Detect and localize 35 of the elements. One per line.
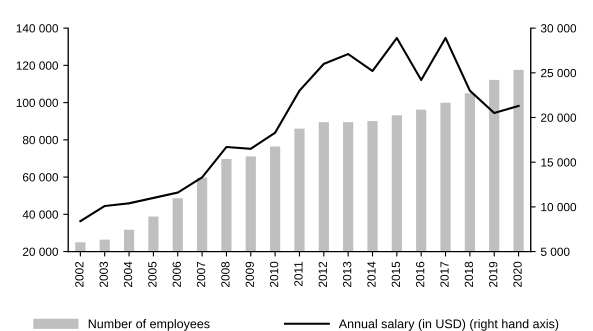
x-tick-label: 2003 bbox=[100, 262, 108, 287]
x-tick-label: 2006 bbox=[172, 262, 181, 287]
x-tick-label: 2020 bbox=[513, 262, 522, 287]
x-tick-label: 2016 bbox=[416, 262, 424, 287]
y2-tick-label: 5 000 bbox=[540, 248, 570, 256]
x-tick-label: 2002 bbox=[75, 262, 84, 287]
x-tick-label: 2018 bbox=[464, 262, 474, 287]
x-tick-label: 2013 bbox=[342, 262, 352, 287]
y-tick-label: 60 000 bbox=[22, 173, 58, 182]
x-tick-label: 2004 bbox=[124, 262, 132, 287]
x-tick-label: 2012 bbox=[318, 262, 327, 287]
legend-label: Annual salary (in USD) (right hand axis) bbox=[338, 319, 558, 331]
x-tick-label: 2011 bbox=[294, 262, 303, 286]
y-tick-label: 120 000 bbox=[16, 61, 58, 70]
x-tick-label: 2010 bbox=[270, 262, 278, 287]
x-tick-label: 2009 bbox=[246, 262, 254, 287]
x-tick-label: 2017 bbox=[440, 262, 449, 287]
y2-tick-label: 25 000 bbox=[541, 68, 576, 78]
y-tick-label: 20 000 bbox=[22, 248, 58, 256]
y2-tick-label: 15 000 bbox=[541, 158, 576, 167]
y-tick-label: 40 000 bbox=[22, 210, 58, 219]
legend-label: Number of employees bbox=[88, 319, 210, 331]
y-tick-label: 100 000 bbox=[16, 98, 58, 108]
x-tick-label: 2015 bbox=[392, 262, 400, 287]
y-tick-label: 80 000 bbox=[22, 136, 58, 144]
line-series bbox=[79, 36, 520, 222]
x-tick-label: 2005 bbox=[148, 262, 157, 287]
y-tick-label: 140 000 bbox=[16, 24, 58, 33]
x-tick-label: 2007 bbox=[196, 262, 206, 287]
x-tick-label: 2008 bbox=[221, 262, 230, 287]
x-tick-label: 2019 bbox=[489, 262, 498, 287]
y2-tick-label: 30 000 bbox=[540, 24, 576, 33]
y2-tick-label: 20 000 bbox=[541, 114, 576, 122]
y2-tick-label: 10 000 bbox=[541, 202, 576, 212]
x-tick-label: 2014 bbox=[367, 262, 376, 287]
